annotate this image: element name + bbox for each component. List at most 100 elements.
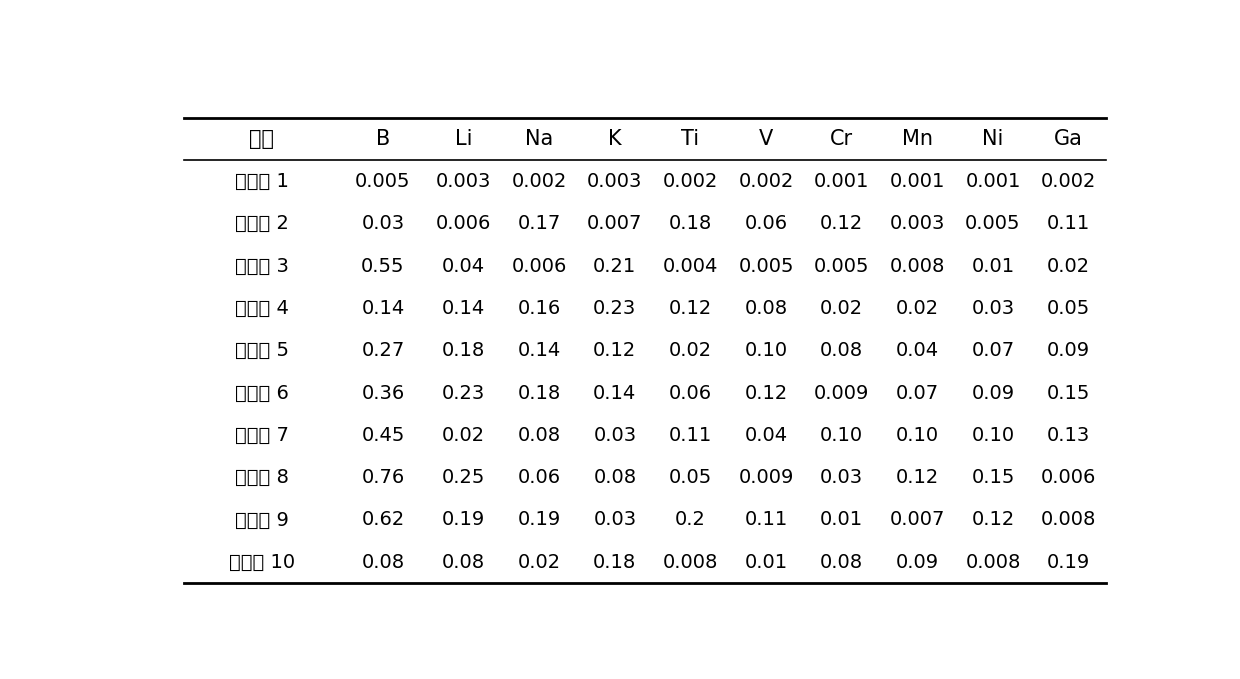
Text: 0.004: 0.004: [663, 257, 718, 276]
Text: 0.08: 0.08: [593, 468, 636, 487]
Text: 0.008: 0.008: [889, 257, 945, 276]
Text: 0.05: 0.05: [1047, 299, 1090, 318]
Text: 0.16: 0.16: [517, 299, 560, 318]
Text: 实施例 10: 实施例 10: [229, 553, 295, 572]
Text: 0.23: 0.23: [441, 384, 485, 403]
Text: 0.08: 0.08: [744, 299, 787, 318]
Text: 0.19: 0.19: [441, 511, 485, 530]
Text: 0.10: 0.10: [820, 426, 863, 445]
Text: 0.23: 0.23: [593, 299, 636, 318]
Text: 0.09: 0.09: [895, 553, 939, 572]
Text: 0.18: 0.18: [441, 342, 485, 361]
Text: 实施例 6: 实施例 6: [236, 384, 289, 403]
Text: 0.003: 0.003: [889, 215, 945, 234]
Text: 0.08: 0.08: [820, 342, 863, 361]
Text: 0.09: 0.09: [971, 384, 1014, 403]
Text: 0.11: 0.11: [744, 511, 787, 530]
Text: 0.008: 0.008: [1040, 511, 1096, 530]
Text: 0.12: 0.12: [744, 384, 787, 403]
Text: 0.001: 0.001: [889, 172, 945, 191]
Text: 0.17: 0.17: [517, 215, 560, 234]
Text: 实施例 5: 实施例 5: [234, 342, 289, 361]
Text: 0.003: 0.003: [436, 172, 491, 191]
Text: 0.12: 0.12: [820, 215, 863, 234]
Text: 实施例 3: 实施例 3: [236, 257, 289, 276]
Text: 0.10: 0.10: [895, 426, 939, 445]
Text: 组别: 组别: [249, 129, 274, 149]
Text: 0.18: 0.18: [517, 384, 560, 403]
Text: 0.21: 0.21: [593, 257, 636, 276]
Text: 0.25: 0.25: [441, 468, 485, 487]
Text: 0.08: 0.08: [517, 426, 560, 445]
Text: 0.14: 0.14: [517, 342, 560, 361]
Text: 0.62: 0.62: [361, 511, 404, 530]
Text: 0.006: 0.006: [1040, 468, 1096, 487]
Text: V: V: [759, 129, 774, 149]
Text: 0.007: 0.007: [588, 215, 642, 234]
Text: 0.009: 0.009: [813, 384, 869, 403]
Text: 0.15: 0.15: [971, 468, 1014, 487]
Text: 0.12: 0.12: [668, 299, 712, 318]
Text: 0.12: 0.12: [971, 511, 1014, 530]
Text: 0.10: 0.10: [971, 426, 1014, 445]
Text: 0.01: 0.01: [744, 553, 787, 572]
Text: Ga: Ga: [1054, 129, 1083, 149]
Text: 0.02: 0.02: [1047, 257, 1090, 276]
Text: 0.14: 0.14: [361, 299, 404, 318]
Text: 0.45: 0.45: [361, 426, 404, 445]
Text: 0.11: 0.11: [1047, 215, 1090, 234]
Text: 0.002: 0.002: [1040, 172, 1096, 191]
Text: 0.76: 0.76: [361, 468, 404, 487]
Text: 0.03: 0.03: [593, 511, 636, 530]
Text: 0.14: 0.14: [593, 384, 636, 403]
Text: 实施例 1: 实施例 1: [236, 172, 289, 191]
Text: 0.04: 0.04: [443, 257, 485, 276]
Text: 0.09: 0.09: [1047, 342, 1090, 361]
Text: 0.002: 0.002: [738, 172, 794, 191]
Text: B: B: [376, 129, 391, 149]
Text: Mn: Mn: [901, 129, 932, 149]
Text: 实施例 2: 实施例 2: [236, 215, 289, 234]
Text: 0.03: 0.03: [971, 299, 1014, 318]
Text: 实施例 7: 实施例 7: [236, 426, 289, 445]
Text: 0.12: 0.12: [593, 342, 636, 361]
Text: 0.19: 0.19: [517, 511, 560, 530]
Text: 0.08: 0.08: [443, 553, 485, 572]
Text: 0.03: 0.03: [593, 426, 636, 445]
Text: Na: Na: [525, 129, 553, 149]
Text: 0.04: 0.04: [895, 342, 939, 361]
Text: 0.005: 0.005: [355, 172, 410, 191]
Text: 0.005: 0.005: [738, 257, 794, 276]
Text: 0.02: 0.02: [517, 553, 560, 572]
Text: 0.14: 0.14: [441, 299, 485, 318]
Text: 0.02: 0.02: [668, 342, 712, 361]
Text: 0.002: 0.002: [663, 172, 718, 191]
Text: 0.07: 0.07: [971, 342, 1014, 361]
Text: 0.06: 0.06: [744, 215, 787, 234]
Text: 0.36: 0.36: [361, 384, 404, 403]
Text: 0.01: 0.01: [971, 257, 1014, 276]
Text: 0.12: 0.12: [895, 468, 939, 487]
Text: 0.05: 0.05: [668, 468, 712, 487]
Text: 0.009: 0.009: [738, 468, 794, 487]
Text: 0.006: 0.006: [512, 257, 567, 276]
Text: 0.11: 0.11: [668, 426, 712, 445]
Text: 0.02: 0.02: [820, 299, 863, 318]
Text: Ti: Ti: [682, 129, 699, 149]
Text: 0.06: 0.06: [517, 468, 560, 487]
Text: 0.10: 0.10: [744, 342, 787, 361]
Text: 0.001: 0.001: [965, 172, 1021, 191]
Text: 0.03: 0.03: [820, 468, 863, 487]
Text: 实施例 4: 实施例 4: [236, 299, 289, 318]
Text: Li: Li: [455, 129, 472, 149]
Text: 0.007: 0.007: [889, 511, 945, 530]
Text: 0.02: 0.02: [895, 299, 939, 318]
Text: 实施例 9: 实施例 9: [236, 511, 289, 530]
Text: 0.006: 0.006: [436, 215, 491, 234]
Text: Cr: Cr: [830, 129, 853, 149]
Text: 0.003: 0.003: [588, 172, 642, 191]
Text: 0.002: 0.002: [512, 172, 567, 191]
Text: Ni: Ni: [982, 129, 1003, 149]
Text: 0.08: 0.08: [820, 553, 863, 572]
Text: 0.008: 0.008: [663, 553, 718, 572]
